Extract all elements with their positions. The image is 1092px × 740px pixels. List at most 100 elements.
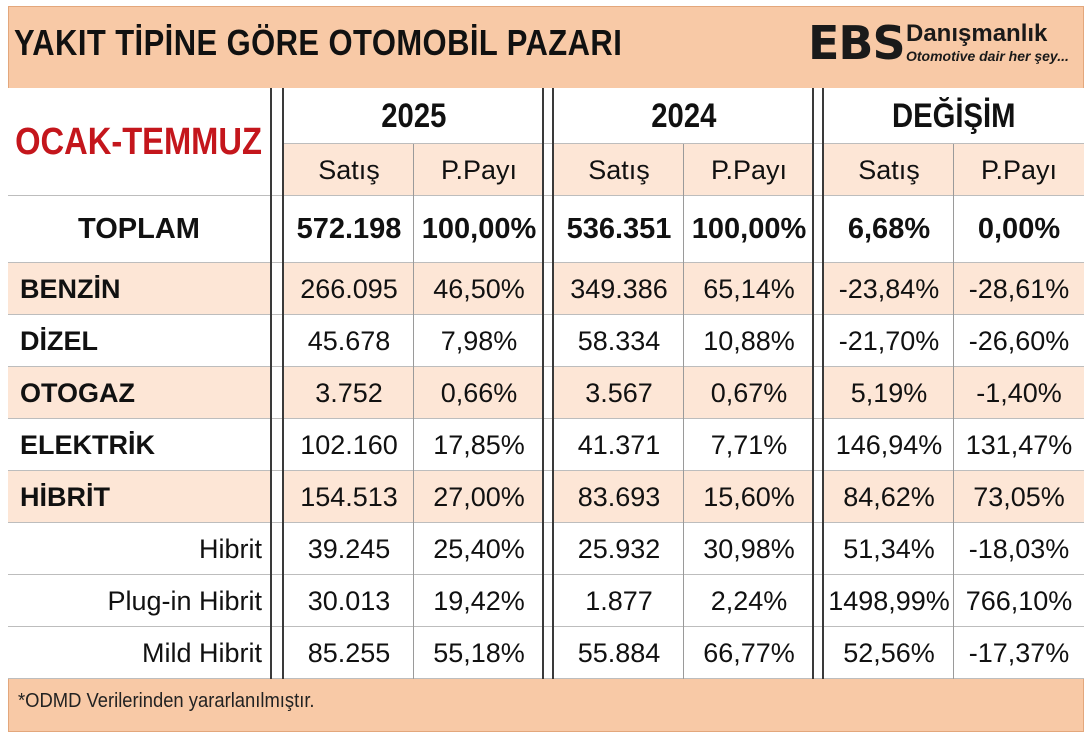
ebs-logo: EBS Danışmanlık Otomotive dair her şey..… <box>808 18 1078 72</box>
fuel-type-table: OCAK-TEMMUZ 2025 Satış P.Payı 2024 Satış P.Pay… <box>8 88 1084 679</box>
row-divider <box>8 522 1084 523</box>
table-cell: 154.513 <box>284 471 414 523</box>
column-separator <box>552 88 554 679</box>
row-divider <box>8 574 1084 575</box>
group-header-label: DEĞİŞİM <box>892 96 1016 135</box>
table-cell: -18,03% <box>968 533 1070 564</box>
table-cell: 55,18% <box>433 637 525 668</box>
table-cell: 146,94% <box>835 429 943 460</box>
table-cell: 51,34% <box>843 533 935 564</box>
column-separator <box>282 88 284 679</box>
row-label: Mild Hibrit <box>141 637 262 668</box>
page-title: YAKIT TİPİNE GÖRE OTOMOBİL PAZARI <box>14 22 623 63</box>
table-cell: 7,71% <box>710 429 788 460</box>
table-cell: 41.371 <box>577 429 661 460</box>
row-divider <box>8 262 1084 263</box>
table-cell: 65,14% <box>684 263 814 315</box>
header-divider <box>284 143 1084 144</box>
column-header: Satış <box>824 144 954 196</box>
row-label: BENZİN <box>8 263 270 315</box>
table-cell: 17,85% <box>433 429 525 460</box>
table-cell: 572.198 <box>296 213 402 245</box>
column-separator <box>683 144 684 679</box>
column-header: Satış <box>554 144 684 196</box>
footnote: *ODMD Verilerinden yararlanılmıştır. <box>18 690 315 712</box>
row-label: OTOGAZ <box>8 367 270 419</box>
table-cell: -21,70% <box>838 325 940 356</box>
table-cell: 19,42% <box>433 585 525 616</box>
group-header-1: 2024 <box>554 88 814 144</box>
column-header: P.Payı <box>954 144 1084 196</box>
table-cell: -26,60% <box>968 325 1070 356</box>
table-cell: 27,00% <box>414 471 544 523</box>
column-header: P.Payı <box>684 144 814 196</box>
table-cell: 1.877 <box>585 585 653 616</box>
column-header: Satış <box>284 144 414 196</box>
table-cell: -1,40% <box>954 367 1084 419</box>
column-separator <box>953 144 954 679</box>
header-bottom-divider <box>8 195 1084 196</box>
table-cell: 0,67% <box>684 367 814 419</box>
logo-mark: EBS <box>808 16 906 70</box>
table-cell: 131,47% <box>965 429 1073 460</box>
table-cell: 100,00% <box>691 213 807 245</box>
table-cell: 66,77% <box>703 637 795 668</box>
table-cell: 15,60% <box>684 471 814 523</box>
table-cell: 6,68% <box>847 213 931 245</box>
table-cell: 266.095 <box>284 263 414 315</box>
table-cell: 1498,99% <box>828 585 950 616</box>
table-cell: 55.884 <box>577 637 661 668</box>
row-divider <box>8 470 1084 471</box>
row-divider <box>8 366 1084 367</box>
row-divider <box>8 626 1084 627</box>
group-header-label: 2024 <box>651 96 717 135</box>
group-header-label: 2025 <box>381 96 447 135</box>
table-cell: -17,37% <box>968 637 1070 668</box>
column-separator <box>542 88 544 679</box>
logo-brand: Danışmanlık <box>906 20 1048 47</box>
table-cell: 46,50% <box>414 263 544 315</box>
table-cell: 3.752 <box>284 367 414 419</box>
table-cell: 83.693 <box>554 471 684 523</box>
row-label: Plug-in Hibrit <box>107 585 262 616</box>
table-cell: 2,24% <box>710 585 788 616</box>
table-cell: 52,56% <box>843 637 935 668</box>
row-divider <box>8 314 1084 315</box>
row-label: ELEKTRİK <box>20 429 155 460</box>
group-header-0: 2025 <box>284 88 544 144</box>
table-cell: 84,62% <box>824 471 954 523</box>
column-separator <box>822 88 824 679</box>
table-cell: -28,61% <box>954 263 1084 315</box>
table-cell: 25,40% <box>433 533 525 564</box>
table-cell: 0,66% <box>414 367 544 419</box>
table-cell: 102.160 <box>300 429 398 460</box>
table-cell: 5,19% <box>824 367 954 419</box>
table-cell: 58.334 <box>577 325 661 356</box>
table-cell: 100,00% <box>421 213 537 245</box>
column-separator <box>812 88 814 679</box>
logo-tagline: Otomotive dair her şey... <box>906 48 1069 64</box>
table-cell: 349.386 <box>554 263 684 315</box>
table-cell: 30.013 <box>307 585 391 616</box>
table-cell: 73,05% <box>954 471 1084 523</box>
table-cell: -23,84% <box>824 263 954 315</box>
column-separator <box>270 88 272 679</box>
table-cell: 536.351 <box>566 213 672 245</box>
row-label: DİZEL <box>20 325 98 356</box>
row-label: TOPLAM <box>78 213 200 245</box>
column-header: P.Payı <box>414 144 544 196</box>
period-label: OCAK-TEMMUZ <box>8 88 270 196</box>
column-separator <box>413 144 414 679</box>
row-divider <box>8 418 1084 419</box>
table-cell: 30,98% <box>703 533 795 564</box>
row-divider <box>8 678 1084 679</box>
table-cell: 39.245 <box>307 533 391 564</box>
group-header-2: DEĞİŞİM <box>824 88 1084 144</box>
row-label: Hibrit <box>198 533 262 564</box>
table-cell: 766,10% <box>965 585 1073 616</box>
table-cell: 3.567 <box>554 367 684 419</box>
table-cell: 45.678 <box>307 325 391 356</box>
row-label: HİBRİT <box>8 471 270 523</box>
table-cell: 0,00% <box>977 213 1061 245</box>
period-label-text: OCAK-TEMMUZ <box>15 120 263 163</box>
